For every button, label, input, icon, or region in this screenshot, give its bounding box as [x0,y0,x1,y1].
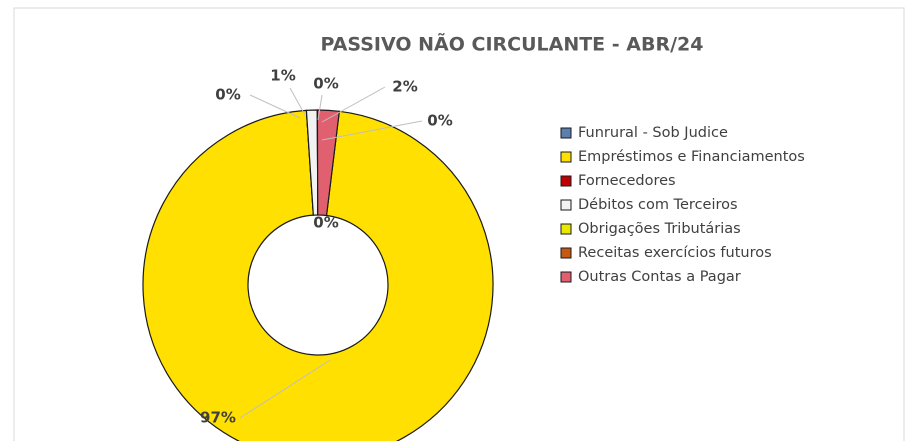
legend-label: Empréstimos e Financiamentos [578,149,805,165]
legend-swatch [560,199,572,211]
leader-line [249,94,301,119]
data-label: 1% [270,67,295,85]
legend-label: Obrigações Tributárias [578,221,741,237]
legend-label: Débitos com Terceiros [578,197,738,213]
legend-label: Funrural - Sob Judice [578,125,728,141]
legend-swatch [560,271,572,283]
legend-swatch [560,247,572,259]
leader-line [317,94,323,121]
data-label: 0% [313,214,338,232]
chart-title: PASSIVO NÃO CIRCULANTE - ABR/24 [321,32,704,56]
data-label: 97% [200,409,236,427]
data-label: 0% [427,112,452,130]
legend-swatch [560,151,572,163]
data-label: 0% [215,86,240,104]
legend-label: Fornecedores [578,173,676,189]
legend-label: Receitas exercícios futuros [578,245,772,261]
leader-line [321,120,423,141]
leader-line [289,87,306,116]
legend-swatch [560,175,572,187]
data-label: 2% [392,78,417,96]
leader-line [239,359,331,419]
legend-swatch [560,223,572,235]
donut-slice [316,109,340,217]
donut-slice [142,109,494,441]
data-label: 0% [313,75,338,93]
legend-label: Outras Contas a Pagar [578,269,741,285]
leader-line [321,86,386,123]
legend-swatch [560,127,572,139]
